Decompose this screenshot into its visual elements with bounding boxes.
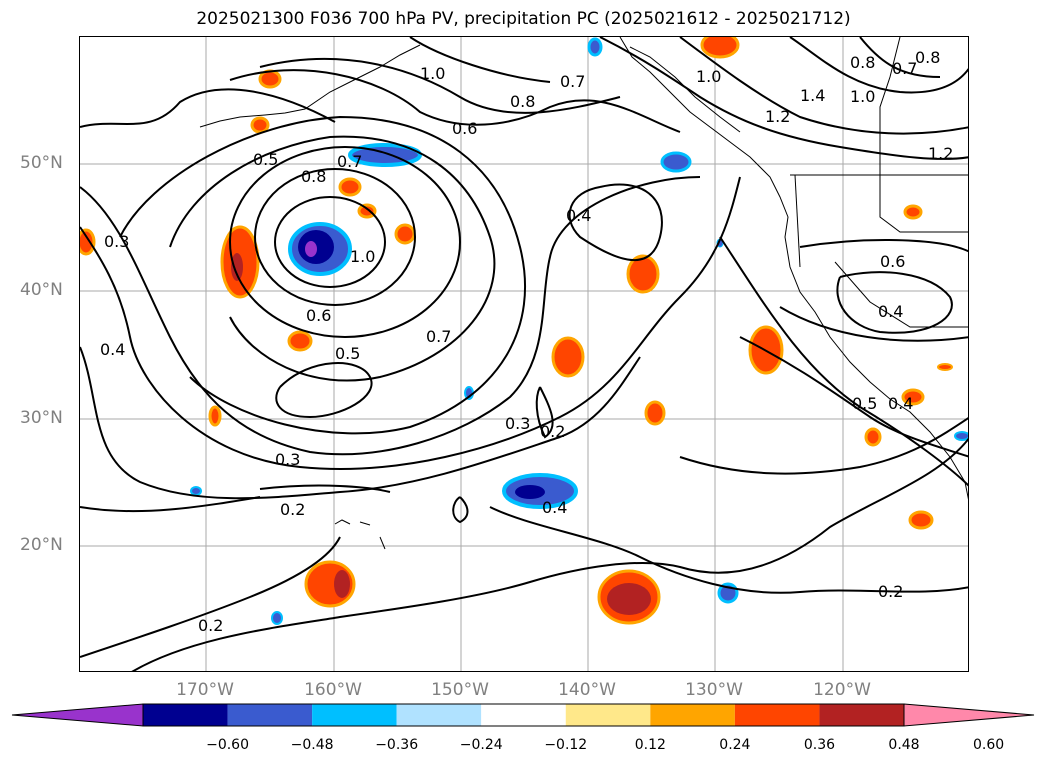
colorbar-cell [227, 704, 313, 726]
colorbar-tick-label: −0.48 [290, 737, 334, 753]
colorbar-cells [11, 703, 1035, 727]
colorbar-cell [481, 704, 566, 726]
coastlines [199, 37, 968, 550]
precip-positive-areas [80, 37, 953, 625]
lon-label: 130°W [685, 680, 743, 700]
contour-label: 1.4 [800, 86, 825, 105]
contour-label: 0.7 [426, 327, 451, 346]
colorbar-tick-label: −0.60 [206, 737, 249, 753]
contour-label: 0.5 [253, 150, 278, 169]
contour-label: 0.4 [888, 394, 913, 413]
contour-label: 0.4 [100, 340, 125, 359]
contour-label: 0.4 [542, 498, 567, 517]
pv-contours [80, 37, 968, 671]
contour-label: 0.2 [280, 500, 305, 519]
lon-label: 170°W [176, 680, 234, 700]
lat-label: 50°N [20, 153, 63, 173]
colorbar-tick-label: −0.24 [459, 737, 503, 753]
lon-label: 140°W [558, 680, 616, 700]
contour-label: 0.7 [892, 59, 917, 78]
lon-label: 120°W [813, 680, 871, 700]
contour-label: 1.0 [420, 64, 445, 83]
contour-label: 0.2 [540, 422, 565, 441]
colorbar-tick-label: 0.12 [634, 737, 666, 753]
contour-label: 0.6 [880, 252, 905, 271]
contour-label: 0.4 [566, 206, 591, 225]
precip-negative-areas [190, 37, 968, 625]
contour-labels: 1.0 0.8 0.7 0.6 0.5 0.8 0.7 0.4 1.0 1.2 … [100, 48, 953, 635]
colorbar-cell [650, 704, 735, 726]
map-title: 2025021300 F036 700 hPa PV, precipitatio… [196, 9, 851, 29]
contour-label: 0.2 [878, 582, 903, 601]
lat-label: 20°N [20, 535, 63, 555]
contour-label: 1.0 [696, 67, 721, 86]
colorbar [11, 703, 1035, 727]
contour-label: 1.2 [765, 107, 790, 126]
contour-label: 0.8 [301, 167, 326, 186]
colorbar-tick-label: −0.36 [375, 737, 419, 753]
colorbar-cell [734, 704, 820, 726]
lon-label: 160°W [304, 680, 362, 700]
contour-label: 0.3 [104, 232, 129, 251]
contour-label: 0.7 [337, 152, 362, 171]
contour-label: 1.2 [928, 144, 953, 163]
colorbar-tick-label: 0.36 [803, 737, 836, 753]
graticule [80, 37, 968, 671]
colorbar-cell [565, 704, 651, 726]
colorbar-arrow-max [903, 703, 1035, 727]
colorbar-tick-label: 0.60 [972, 737, 1005, 753]
contour-label: 0.3 [505, 414, 530, 433]
contour-label: 0.3 [275, 450, 300, 469]
lon-label: 150°W [431, 680, 489, 700]
contour-label: 0.5 [852, 394, 877, 413]
colorbar-arrow-min [11, 703, 144, 727]
colorbar-tick-label: 0.48 [888, 737, 920, 753]
contour-label: 0.8 [850, 53, 875, 72]
contour-label: 0.5 [335, 344, 360, 363]
map-panel: 1.0 0.8 0.7 0.6 0.5 0.8 0.7 0.4 1.0 1.2 … [79, 36, 969, 672]
contour-label: 0.6 [306, 306, 331, 325]
lat-label: 30°N [20, 408, 63, 428]
contour-label: 0.7 [560, 72, 585, 91]
colorbar-tick-label: 0.24 [719, 737, 751, 753]
colorbar-cell [819, 704, 904, 726]
contour-label: 0.6 [452, 119, 477, 138]
lat-label: 40°N [20, 280, 63, 300]
contour-label: 0.2 [198, 616, 223, 635]
map-canvas: 1.0 0.8 0.7 0.6 0.5 0.8 0.7 0.4 1.0 1.2 … [80, 37, 968, 671]
colorbar-cell [143, 704, 228, 726]
contour-label: 0.8 [915, 48, 940, 67]
contour-label: 0.8 [510, 92, 535, 111]
contour-label: 1.0 [350, 247, 375, 266]
colorbar-outline [142, 703, 905, 727]
colorbar-cell [312, 704, 397, 726]
colorbar-cell [396, 704, 482, 726]
colorbar-tick-label: −0.12 [544, 737, 588, 753]
contour-label: 1.0 [850, 87, 875, 106]
contour-label: 0.4 [878, 302, 903, 321]
